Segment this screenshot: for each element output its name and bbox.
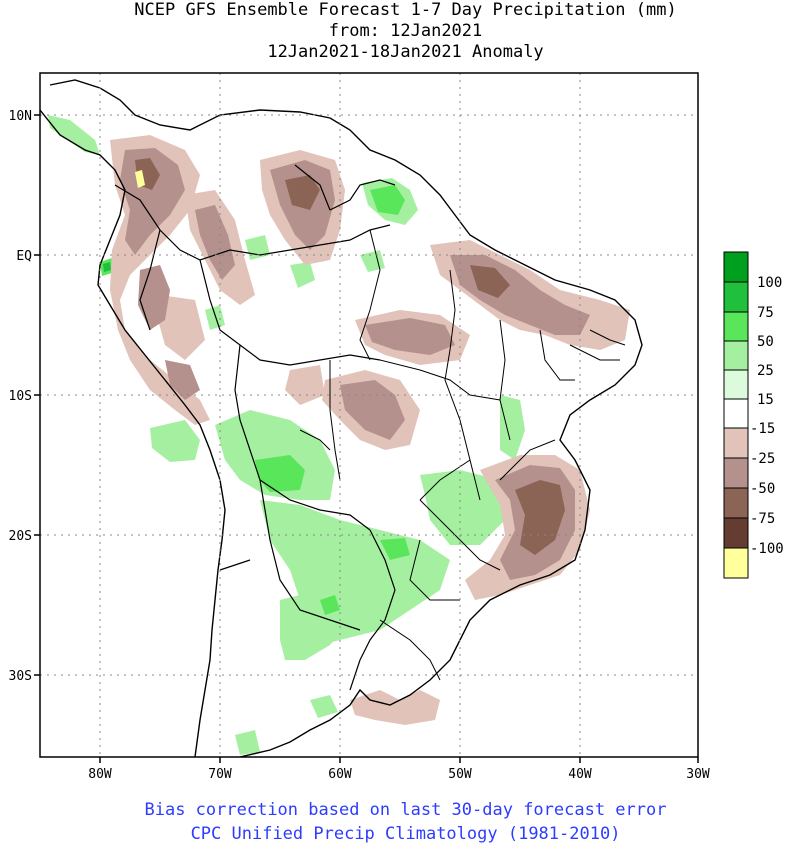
axis-ticks bbox=[34, 114, 699, 763]
title-line-1: NCEP GFS Ensemble Forecast 1-7 Day Preci… bbox=[134, 0, 677, 20]
lon-label-40w: 40W bbox=[568, 767, 592, 782]
country-borders bbox=[114, 164, 396, 691]
legend-swatch-6 bbox=[723, 398, 749, 429]
legend-label-25: 25 bbox=[757, 363, 774, 379]
legend-labels: 100 75 50 25 15 -15 -25 -50 -75 -100 bbox=[750, 275, 784, 557]
legend-colorbar bbox=[723, 251, 749, 579]
legend-swatch-5 bbox=[723, 369, 749, 400]
lat-label-20s: 20S bbox=[9, 529, 32, 544]
legend-label-neg75: -75 bbox=[750, 511, 775, 527]
footer-line-2: CPC Unified Precip Climatology (1981-201… bbox=[190, 824, 621, 844]
legend-swatch-8 bbox=[723, 457, 749, 489]
lon-label-50w: 50W bbox=[448, 767, 472, 782]
grid-lines bbox=[40, 73, 698, 757]
wet-anomaly-strong bbox=[100, 185, 410, 615]
legend-label-75: 75 bbox=[757, 305, 774, 321]
legend-swatch-7 bbox=[723, 427, 749, 459]
legend-label-100: 100 bbox=[757, 275, 782, 291]
lat-labels: 10N EQ 10S 20S 30S bbox=[9, 109, 33, 684]
map-frame bbox=[39, 72, 699, 758]
legend-label-neg25: -25 bbox=[750, 451, 775, 467]
legend-swatch-1 bbox=[723, 251, 749, 283]
legend-swatch-3 bbox=[723, 311, 749, 342]
lon-label-30w: 30W bbox=[686, 767, 710, 782]
legend-label-50: 50 bbox=[757, 334, 774, 350]
legend-swatch-2 bbox=[723, 281, 749, 313]
state-borders bbox=[299, 229, 626, 681]
wet-anomaly-max bbox=[103, 262, 111, 272]
legend-label-neg15: -15 bbox=[750, 421, 775, 437]
lat-label-30s: 30S bbox=[9, 669, 32, 684]
legend-label-15: 15 bbox=[757, 392, 774, 408]
coastlines bbox=[40, 79, 643, 757]
title-line-2: from: 12Jan2021 bbox=[328, 21, 483, 41]
lon-label-70w: 70W bbox=[208, 767, 232, 782]
legend-swatch-10 bbox=[723, 517, 749, 549]
lon-labels: 80W 70W 60W 50W 40W 30W bbox=[88, 767, 710, 782]
lat-label-10n: 10N bbox=[9, 109, 32, 124]
lon-label-60w: 60W bbox=[328, 767, 352, 782]
map-title: NCEP GFS Ensemble Forecast 1-7 Day Preci… bbox=[0, 0, 811, 63]
dry-anomaly-strong bbox=[135, 158, 565, 555]
lon-label-80w: 80W bbox=[88, 767, 112, 782]
title-line-3: 12Jan2021-18Jan2021 Anomaly bbox=[267, 42, 544, 62]
legend-swatch-9 bbox=[723, 487, 749, 519]
footer-line-1: Bias correction based on last 30-day for… bbox=[144, 800, 667, 820]
lat-label-10s: 10S bbox=[9, 389, 32, 404]
legend-label-neg100: -100 bbox=[750, 541, 784, 557]
legend-label-neg50: -50 bbox=[750, 481, 775, 497]
lat-label-eq: EQ bbox=[16, 249, 32, 264]
dry-anomaly-max bbox=[135, 170, 145, 188]
legend-swatch-11 bbox=[723, 547, 749, 579]
legend-swatch-4 bbox=[723, 340, 749, 371]
